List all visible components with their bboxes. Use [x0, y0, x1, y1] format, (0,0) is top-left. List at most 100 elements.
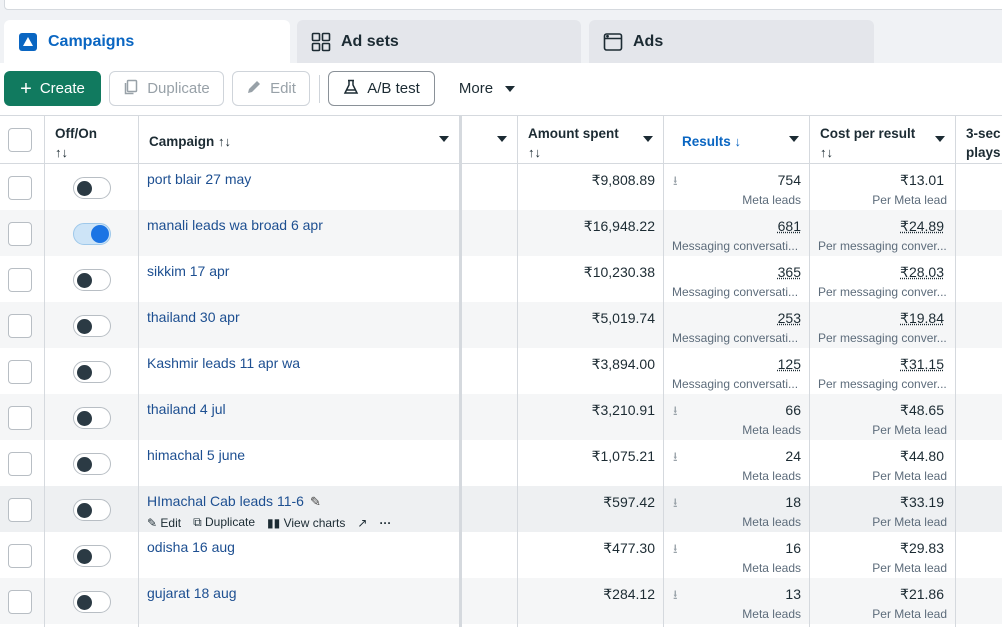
header-offon[interactable]: Off/On ↑↓ — [45, 116, 138, 164]
results-type: Messaging conversati... — [672, 331, 801, 345]
ab-test-button[interactable]: A/B test — [328, 71, 435, 106]
results-value[interactable]: 125 — [778, 356, 801, 372]
row-duplicate-action[interactable]: ⧉ Duplicate — [193, 515, 255, 530]
results-type: Meta leads — [672, 423, 801, 437]
results-value: 24 — [785, 448, 801, 464]
column-menu-caret-icon[interactable] — [643, 136, 653, 142]
campaign-toggle[interactable] — [73, 499, 111, 521]
row-checkbox[interactable] — [8, 498, 32, 522]
row-checkbox[interactable] — [8, 360, 32, 384]
tab-adsets-label: Ad sets — [341, 33, 399, 51]
header-hidden-column[interactable] — [462, 116, 517, 164]
download-icon[interactable]: ⭳ — [673, 540, 678, 562]
table-row[interactable]: gujarat 18 aug ₹284.12 ⭳ 13 Meta leads ₹21.86… — [0, 578, 1002, 624]
row-checkbox[interactable] — [8, 452, 32, 476]
sort-icon: ↑↓ — [55, 143, 130, 162]
campaign-name-link[interactable]: Kashmir leads 11 apr wa — [147, 355, 300, 371]
campaign-toggle[interactable] — [73, 223, 111, 245]
tab-adsets[interactable]: Ad sets — [297, 20, 581, 64]
row-checkbox[interactable] — [8, 222, 32, 246]
row-checkbox[interactable] — [8, 544, 32, 568]
pencil-icon — [246, 79, 262, 99]
header-3-sec-plays[interactable]: 3-sec plays — [956, 116, 1002, 164]
download-icon[interactable]: ⭳ — [673, 172, 678, 194]
column-menu-caret-icon[interactable] — [935, 136, 945, 142]
edit-button[interactable]: Edit — [232, 71, 310, 106]
rename-pencil-icon[interactable]: ✎ — [310, 494, 321, 510]
results-value[interactable]: 681 — [778, 218, 801, 234]
open-external-icon[interactable]: ↗ — [357, 516, 367, 530]
amount-spent-value: ₹10,230.38 — [584, 264, 655, 281]
toggle-knob — [77, 595, 92, 610]
campaign-toggle[interactable] — [73, 315, 111, 337]
toggle-knob — [77, 549, 92, 564]
table-row[interactable]: port blair 27 may ₹9,808.89 ⭳ 754 Meta leads… — [0, 164, 1002, 210]
row-checkbox[interactable] — [8, 176, 32, 200]
campaigns-table: Off/On ↑↓ Campaign ↑↓ Amount spent ↑↓ Re… — [0, 115, 1002, 627]
campaign-toggle[interactable] — [73, 177, 111, 199]
column-divider — [44, 116, 45, 627]
cost-per-result-value[interactable]: ₹19.84 — [900, 310, 944, 327]
campaign-toggle[interactable] — [73, 269, 111, 291]
campaign-name-link[interactable]: sikkim 17 apr — [147, 263, 229, 279]
search-bar[interactable] — [4, 0, 1002, 10]
more-button[interactable]: More — [447, 71, 527, 106]
table-row[interactable]: sikkim 17 apr ₹10,230.38 365 Messaging conv… — [0, 256, 1002, 302]
table-row[interactable]: himachal 5 june ₹1,075.21 ⭳ 24 Meta leads ₹44… — [0, 440, 1002, 486]
create-button[interactable]: + Create — [4, 71, 101, 106]
results-value[interactable]: 365 — [778, 264, 801, 280]
row-view-charts-action[interactable]: ▮▮ View charts — [267, 516, 345, 530]
column-divider — [955, 116, 956, 627]
campaign-toggle[interactable] — [73, 407, 111, 429]
row-checkbox[interactable] — [8, 590, 32, 614]
header-cost-per-result[interactable]: Cost per result ↑↓ — [810, 116, 955, 164]
select-all-checkbox[interactable] — [8, 128, 32, 152]
header-campaign[interactable]: Campaign ↑↓ — [139, 116, 459, 164]
table-row[interactable]: Kashmir leads 11 apr wa ₹3,894.00 125 Messa… — [0, 348, 1002, 394]
results-type: Messaging conversati... — [672, 239, 801, 253]
results-value[interactable]: 253 — [778, 310, 801, 326]
cost-per-result-value[interactable]: ₹24.89 — [900, 218, 944, 235]
tab-ads[interactable]: Ads — [589, 20, 874, 64]
campaign-toggle[interactable] — [73, 591, 111, 613]
cost-per-result-value[interactable]: ₹28.03 — [900, 264, 944, 281]
download-icon[interactable]: ⭳ — [673, 586, 678, 608]
duplicate-button[interactable]: Duplicate — [109, 71, 224, 106]
header-amount-spent[interactable]: Amount spent ↑↓ — [518, 116, 663, 164]
download-icon[interactable]: ⭳ — [673, 448, 678, 470]
caret-down-icon — [505, 86, 515, 92]
download-icon[interactable]: ⭳ — [673, 402, 678, 424]
row-checkbox[interactable] — [8, 268, 32, 292]
campaign-toggle[interactable] — [73, 545, 111, 567]
campaign-toggle[interactable] — [73, 361, 111, 383]
campaign-name-link[interactable]: HImachal Cab leads 11-6 ✎ — [147, 493, 321, 510]
table-row[interactable]: odisha 16 aug ₹477.30 ⭳ 16 Meta leads ₹29.83 P… — [0, 532, 1002, 578]
table-row[interactable]: thailand 4 jul ₹3,210.91 ⭳ 66 Meta leads ₹48.… — [0, 394, 1002, 440]
campaign-name-link[interactable]: gujarat 18 aug — [147, 585, 237, 601]
campaign-name-link[interactable]: himachal 5 june — [147, 447, 245, 463]
row-checkbox[interactable] — [8, 406, 32, 430]
table-row[interactable]: HImachal Cab leads 11-6 ✎ ✎ Edit ⧉ Duplicat… — [0, 486, 1002, 532]
campaign-name-link[interactable]: port blair 27 may — [147, 171, 251, 187]
row-edit-action[interactable]: ✎ Edit — [147, 516, 181, 530]
campaign-name-link[interactable]: thailand 30 apr — [147, 309, 240, 325]
campaign-name-link[interactable]: thailand 4 jul — [147, 401, 226, 417]
campaign-name-link[interactable]: manali leads wa broad 6 apr — [147, 217, 323, 233]
row-checkbox[interactable] — [8, 314, 32, 338]
table-row[interactable]: manali leads wa broad 6 apr ₹16,948.22 681… — [0, 210, 1002, 256]
campaign-toggle[interactable] — [73, 453, 111, 475]
more-label: More — [459, 80, 493, 97]
header-results[interactable]: Results ↓ — [664, 116, 809, 164]
tab-ads-label: Ads — [633, 33, 663, 51]
tab-campaigns[interactable]: Campaigns — [4, 20, 290, 64]
create-label: Create — [40, 80, 85, 97]
download-icon[interactable]: ⭳ — [673, 494, 678, 516]
campaign-name-link[interactable]: odisha 16 aug — [147, 539, 235, 555]
more-options-icon[interactable]: ··· — [379, 516, 391, 530]
cost-per-result-value[interactable]: ₹31.15 — [900, 356, 944, 373]
column-menu-caret-icon[interactable] — [789, 136, 799, 142]
header-3-sec-label: 3-sec — [966, 124, 1002, 143]
column-menu-caret-icon[interactable] — [497, 136, 507, 142]
table-row[interactable]: thailand 30 apr ₹5,019.74 253 Messaging con… — [0, 302, 1002, 348]
column-menu-caret-icon[interactable] — [439, 136, 449, 142]
